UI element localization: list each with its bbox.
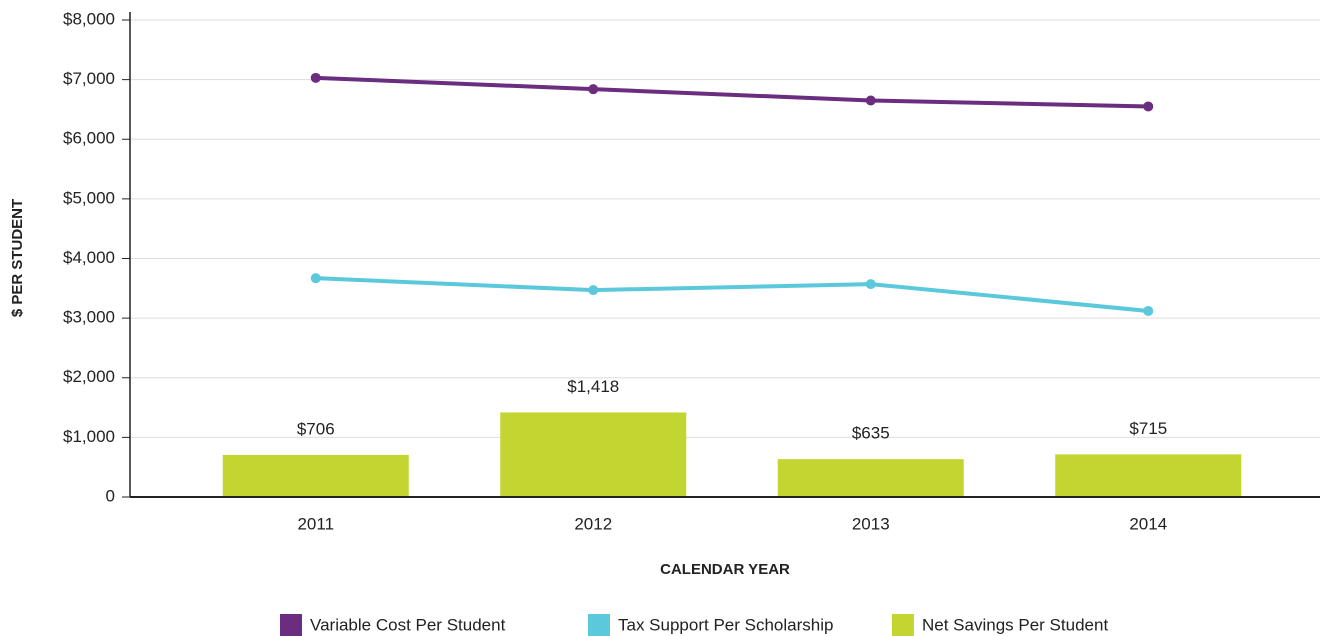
y-tick-label: $1,000 [63, 427, 115, 446]
line [315, 276, 1149, 313]
legend-swatch [892, 614, 914, 636]
bar [777, 459, 964, 497]
bar [222, 454, 409, 497]
y-tick-label: $2,000 [63, 367, 115, 386]
y-tick-label: $6,000 [63, 129, 115, 148]
y-tick-label: $3,000 [63, 308, 115, 327]
y-tick-label: $5,000 [63, 188, 115, 207]
x-tick-label: 2011 [297, 514, 334, 533]
point [310, 273, 321, 284]
bar [1055, 454, 1242, 497]
y-tick-label: $7,000 [63, 69, 115, 88]
point [310, 72, 321, 83]
x-axis-title: CALENDAR YEAR [660, 561, 790, 578]
legend-label: Net Savings Per Student [922, 615, 1108, 634]
y-tick-label: $8,000 [63, 9, 115, 28]
legend-swatch [588, 614, 610, 636]
legend-label: Variable Cost Per Student [310, 615, 506, 634]
bar-value-label: $1,418 [567, 377, 619, 396]
legend-label: Tax Support Per Scholarship [618, 615, 833, 634]
bar [500, 412, 687, 497]
legend-swatch [280, 614, 302, 636]
bar-value-label: $706 [297, 419, 335, 438]
point [1143, 305, 1154, 316]
point [865, 95, 876, 106]
x-tick-label: 2014 [1129, 514, 1167, 533]
x-tick-label: 2012 [574, 514, 612, 533]
y-tick-label: $4,000 [63, 248, 115, 267]
bar-value-label: $635 [852, 424, 890, 443]
point [1143, 101, 1154, 112]
bar-value-label: $715 [1129, 419, 1167, 438]
line [315, 75, 1149, 109]
y-axis-title: $ PER STUDENT [9, 199, 26, 317]
point [865, 279, 876, 290]
x-tick-label: 2013 [852, 514, 890, 533]
point [588, 285, 599, 296]
point [588, 84, 599, 95]
y-tick-label: 0 [106, 486, 115, 505]
